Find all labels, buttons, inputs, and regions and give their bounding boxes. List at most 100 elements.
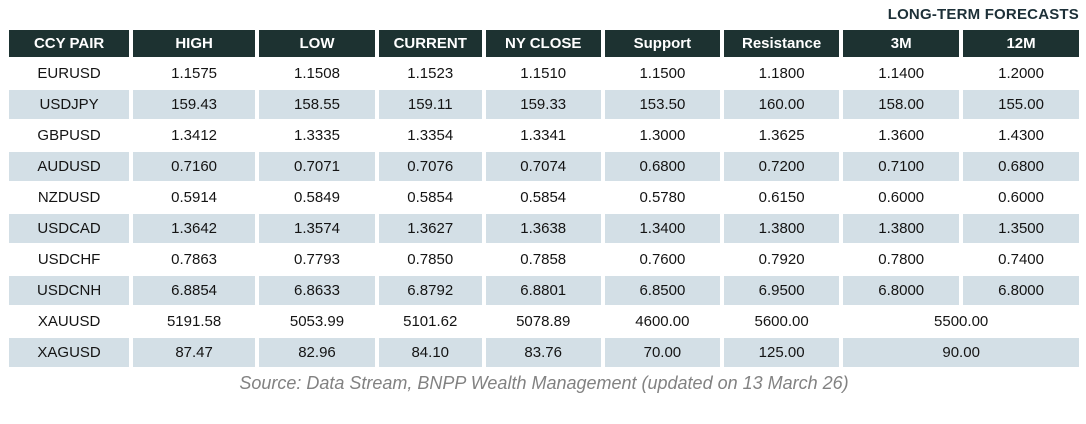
value-cell: 0.6150 xyxy=(758,189,805,206)
value-cell: 6.8633 xyxy=(259,276,375,305)
value-cell: 1.3638 xyxy=(485,214,601,243)
value-cell: 0.7800 xyxy=(878,251,925,268)
value-cell: 125.00 xyxy=(723,338,840,367)
value-cell: 0.7793 xyxy=(294,251,340,268)
value-cell: 0.7858 xyxy=(520,251,567,268)
value-cell: 5191.58 xyxy=(166,313,222,330)
fx-forecast-table: CCY PAIR HIGH LOW CURRENT NY CLOSE Suppo… xyxy=(5,28,1083,369)
value-cell: 160.00 xyxy=(723,90,840,119)
value-cell: 0.7863 xyxy=(171,251,218,268)
header-12m: 12M xyxy=(963,30,1079,57)
value-cell: 0.7600 xyxy=(639,251,686,268)
value-cell: 1.3412 xyxy=(171,127,218,144)
ccy-pair-cell: NZDUSD xyxy=(37,189,101,206)
table-row: GBPUSD 1.3412 1.3335 1.3354 1.3341 1.3000 1.36… xyxy=(9,121,1079,150)
table-row: NZDUSD 0.5914 0.5849 0.5854 0.5854 0.5780 0.61… xyxy=(9,183,1079,212)
value-cell: 0.5914 xyxy=(171,189,218,206)
value-cell: 0.7850 xyxy=(407,251,454,268)
value-cell: 1.3800 xyxy=(843,214,960,243)
value-cell: 1.3335 xyxy=(294,127,340,144)
value-cell: 6.8000 xyxy=(963,276,1079,305)
value-cell: 1.3400 xyxy=(604,214,720,243)
value-cell: 70.00 xyxy=(604,338,720,367)
value-cell: 0.5854 xyxy=(520,189,567,206)
value-cell: 0.7076 xyxy=(378,152,482,181)
value-cell: 1.1510 xyxy=(520,65,567,82)
value-cell: 5600.00 xyxy=(754,313,809,330)
table-header-row: CCY PAIR HIGH LOW CURRENT NY CLOSE Suppo… xyxy=(9,30,1079,57)
value-cell: 0.5849 xyxy=(294,189,340,206)
value-cell: 0.5780 xyxy=(639,189,686,206)
table-row: USDCNH 6.8854 6.8633 6.8792 6.8801 6.8500 6.95… xyxy=(9,276,1079,305)
ccy-pair-cell: AUDUSD xyxy=(9,152,130,181)
value-cell: 1.3627 xyxy=(378,214,482,243)
value-cell: 5101.62 xyxy=(403,313,458,330)
value-cell: 159.33 xyxy=(485,90,601,119)
value-cell: 159.11 xyxy=(378,90,482,119)
merged-forecast-cell: 90.00 xyxy=(843,338,1079,367)
value-cell: 0.6000 xyxy=(998,189,1044,206)
header-ccy-pair: CCY PAIR xyxy=(9,30,130,57)
ccy-pair-cell: GBPUSD xyxy=(37,127,101,144)
table-row: XAUUSD 5191.58 5053.99 5101.62 5078.89 4600.0… xyxy=(9,307,1079,336)
value-cell: 6.8792 xyxy=(378,276,482,305)
table-row: EURUSD 1.1575 1.1508 1.1523 1.1510 1.1500 1.18… xyxy=(9,59,1079,88)
value-cell: 1.1500 xyxy=(639,65,686,82)
table-row: USDCHF 0.7863 0.7793 0.7850 0.7858 0.7600 0.79… xyxy=(9,245,1079,274)
value-cell: 6.8854 xyxy=(133,276,256,305)
value-cell: 0.7400 xyxy=(998,251,1044,268)
header-resistance: Resistance xyxy=(723,30,840,57)
value-cell: 1.3800 xyxy=(723,214,840,243)
value-cell: 0.7074 xyxy=(485,152,601,181)
value-cell: 6.8500 xyxy=(604,276,720,305)
value-cell: 1.1523 xyxy=(407,65,454,82)
value-cell: 84.10 xyxy=(378,338,482,367)
header-ny-close: NY CLOSE xyxy=(485,30,601,57)
value-cell: 0.6000 xyxy=(878,189,925,206)
value-cell: 0.7200 xyxy=(723,152,840,181)
value-cell: 1.3341 xyxy=(520,127,567,144)
value-cell: 1.1400 xyxy=(878,65,925,82)
value-cell: 5078.89 xyxy=(516,313,571,330)
ccy-pair-cell: USDCHF xyxy=(37,251,101,268)
value-cell: 82.96 xyxy=(259,338,375,367)
header-current: CURRENT xyxy=(378,30,482,57)
ccy-pair-cell: USDCNH xyxy=(9,276,130,305)
value-cell: 1.1575 xyxy=(171,65,218,82)
value-cell: 1.3000 xyxy=(639,127,686,144)
value-cell: 83.76 xyxy=(485,338,601,367)
ccy-pair-cell: USDCAD xyxy=(9,214,130,243)
value-cell: 0.7160 xyxy=(133,152,256,181)
value-cell: 1.3500 xyxy=(963,214,1079,243)
value-cell: 87.47 xyxy=(133,338,256,367)
value-cell: 4600.00 xyxy=(635,313,690,330)
value-cell: 153.50 xyxy=(604,90,720,119)
merged-forecast-cell: 5500.00 xyxy=(934,313,989,330)
value-cell: 1.3354 xyxy=(407,127,454,144)
value-cell: 1.4300 xyxy=(998,127,1044,144)
value-cell: 0.6800 xyxy=(604,152,720,181)
value-cell: 158.00 xyxy=(843,90,960,119)
value-cell: 155.00 xyxy=(963,90,1079,119)
table-row: USDCAD 1.3642 1.3574 1.3627 1.3638 1.3400 1.38… xyxy=(9,214,1079,243)
value-cell: 0.7100 xyxy=(843,152,960,181)
table-row: AUDUSD 0.7160 0.7071 0.7076 0.7074 0.6800 0.72… xyxy=(9,152,1079,181)
value-cell: 6.8000 xyxy=(843,276,960,305)
value-cell: 1.1800 xyxy=(758,65,805,82)
header-high: HIGH xyxy=(133,30,256,57)
ccy-pair-cell: XAGUSD xyxy=(9,338,130,367)
header-support: Support xyxy=(604,30,720,57)
source-line: Source: Data Stream, BNPP Wealth Managem… xyxy=(239,373,849,393)
table-body: EURUSD 1.1575 1.1508 1.1523 1.1510 1.1500 1.18… xyxy=(9,59,1079,367)
value-cell: 158.55 xyxy=(259,90,375,119)
value-cell: 0.5854 xyxy=(407,189,454,206)
value-cell: 1.2000 xyxy=(998,65,1044,82)
table-row: USDJPY 159.43 158.55 159.11 159.33 153.50 160.… xyxy=(9,90,1079,119)
header-low: LOW xyxy=(259,30,375,57)
ccy-pair-cell: EURUSD xyxy=(37,65,101,82)
value-cell: 1.3600 xyxy=(878,127,925,144)
table-row: XAGUSD 87.47 82.96 84.10 83.76 70.00 125.00 90.… xyxy=(9,338,1079,367)
header-3m: 3M xyxy=(843,30,960,57)
value-cell: 1.3574 xyxy=(259,214,375,243)
